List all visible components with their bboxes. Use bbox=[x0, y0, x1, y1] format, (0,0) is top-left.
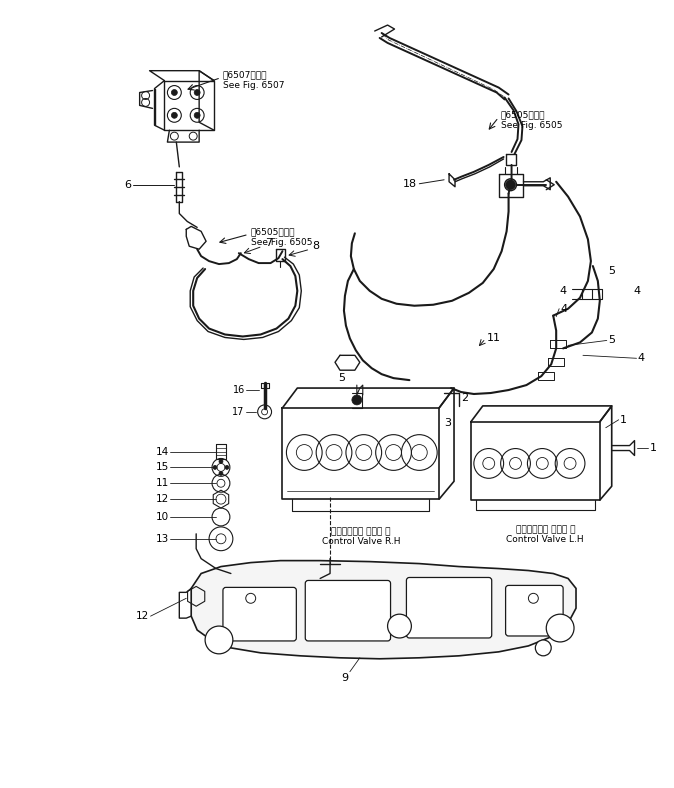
Text: 12: 12 bbox=[156, 494, 169, 504]
Text: 4: 4 bbox=[559, 286, 566, 296]
Circle shape bbox=[535, 640, 551, 656]
FancyBboxPatch shape bbox=[305, 581, 390, 641]
Text: 3: 3 bbox=[444, 418, 451, 428]
Text: 1: 1 bbox=[619, 414, 627, 425]
Text: 4: 4 bbox=[560, 303, 568, 314]
Text: 9: 9 bbox=[341, 673, 348, 682]
Text: 第6507図参照
See Fig. 6507: 第6507図参照 See Fig. 6507 bbox=[223, 71, 284, 90]
Text: コントロール バルブ 左
Control Valve L.H: コントロール バルブ 左 Control Valve L.H bbox=[506, 525, 584, 545]
Text: 5: 5 bbox=[338, 373, 346, 383]
Circle shape bbox=[194, 113, 200, 118]
Text: 18: 18 bbox=[403, 179, 417, 189]
Circle shape bbox=[528, 593, 539, 604]
Text: 15: 15 bbox=[156, 463, 169, 472]
FancyBboxPatch shape bbox=[506, 585, 563, 636]
Text: 第6505図参照
See Fig. 6505: 第6505図参照 See Fig. 6505 bbox=[251, 228, 312, 247]
Text: 5: 5 bbox=[608, 266, 615, 276]
Circle shape bbox=[506, 180, 516, 190]
Text: 7: 7 bbox=[265, 238, 272, 248]
Circle shape bbox=[216, 533, 226, 544]
Circle shape bbox=[219, 471, 223, 475]
Text: 11: 11 bbox=[156, 478, 169, 489]
Text: 4: 4 bbox=[638, 353, 644, 363]
Text: 11: 11 bbox=[487, 333, 501, 344]
FancyBboxPatch shape bbox=[223, 587, 297, 641]
Circle shape bbox=[508, 182, 514, 188]
Text: コントロール バルブ 右
Control Valve R.H: コントロール バルブ 右 Control Valve R.H bbox=[321, 527, 400, 546]
Circle shape bbox=[546, 614, 574, 642]
Text: 16: 16 bbox=[233, 385, 245, 395]
Circle shape bbox=[205, 626, 233, 654]
Text: 6: 6 bbox=[125, 180, 131, 190]
Text: 2: 2 bbox=[461, 393, 468, 403]
Circle shape bbox=[352, 395, 362, 405]
Circle shape bbox=[219, 459, 223, 463]
FancyBboxPatch shape bbox=[406, 578, 492, 638]
Circle shape bbox=[213, 466, 217, 470]
Text: 14: 14 bbox=[156, 447, 169, 456]
Text: 1: 1 bbox=[650, 443, 656, 452]
Circle shape bbox=[225, 466, 229, 470]
Text: 4: 4 bbox=[634, 286, 641, 296]
Circle shape bbox=[388, 614, 411, 638]
Text: 17: 17 bbox=[233, 407, 245, 417]
Text: 8: 8 bbox=[312, 241, 319, 251]
Text: 5: 5 bbox=[608, 336, 615, 345]
Text: 12: 12 bbox=[136, 611, 150, 621]
Circle shape bbox=[171, 113, 177, 118]
Circle shape bbox=[171, 90, 177, 95]
Polygon shape bbox=[191, 560, 576, 659]
Circle shape bbox=[194, 90, 200, 95]
Text: 第6505図参照
See Fig. 6505: 第6505図参照 See Fig. 6505 bbox=[501, 110, 562, 130]
Text: 13: 13 bbox=[156, 533, 169, 544]
Circle shape bbox=[246, 593, 255, 604]
Text: 10: 10 bbox=[156, 512, 169, 522]
